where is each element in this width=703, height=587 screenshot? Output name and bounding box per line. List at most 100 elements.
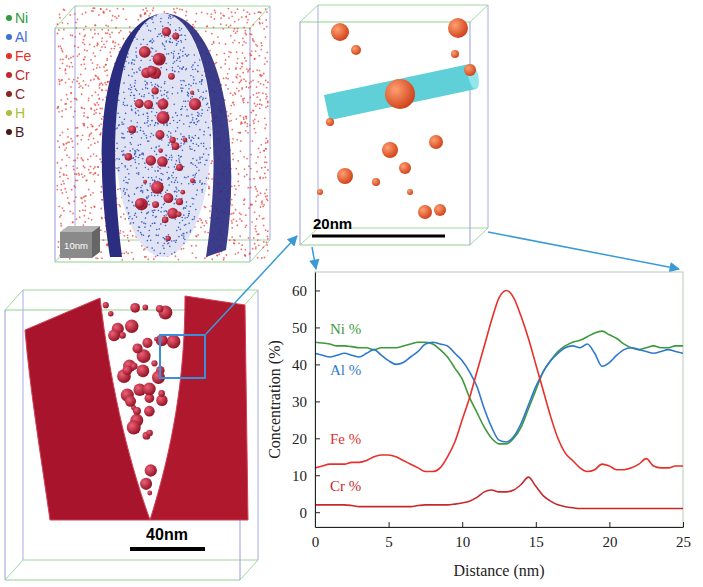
atom-dot <box>80 74 82 76</box>
atom-dot <box>181 9 183 11</box>
atom-dot <box>147 258 149 260</box>
atom-dot <box>124 235 126 237</box>
atom-dot <box>68 202 70 204</box>
atom-dot <box>64 103 66 105</box>
atom-dot <box>67 178 69 180</box>
atom-dot <box>59 14 61 16</box>
atom-dot <box>234 194 236 196</box>
atom-dot <box>242 100 244 102</box>
atom-dot <box>251 50 253 52</box>
atom-dot <box>251 221 253 223</box>
atom-dot <box>152 38 154 40</box>
atom-dot <box>149 13 151 15</box>
atom-dot <box>57 33 59 35</box>
atom-dot <box>206 13 208 15</box>
atom-dot <box>239 132 241 134</box>
atom-dot <box>257 103 259 105</box>
atom-dot <box>264 161 266 163</box>
atom-dot <box>254 228 256 230</box>
atom-dot <box>59 134 61 136</box>
atom-dot <box>115 27 117 29</box>
atom-dot <box>231 220 233 222</box>
atom-dot <box>127 253 129 255</box>
atom-dot <box>205 220 207 222</box>
atom-dot <box>230 25 232 27</box>
atom-dot <box>145 217 147 219</box>
atom-dot <box>83 115 85 117</box>
atom-dot <box>78 83 80 85</box>
atom-dot <box>194 150 196 152</box>
atom-dot <box>225 24 227 26</box>
atom-dot <box>77 157 79 159</box>
atom-dot <box>123 188 125 190</box>
atom-dot <box>264 63 266 65</box>
atom-dot <box>97 43 99 45</box>
atom-dot <box>94 142 96 144</box>
atom-dot <box>228 26 230 28</box>
atom-dot <box>101 186 103 188</box>
atom-dot <box>142 88 144 90</box>
atom-dot <box>66 154 68 156</box>
atom-dot <box>152 223 154 225</box>
atom-dot <box>232 81 234 83</box>
atom-dot <box>195 172 197 174</box>
atom-dot <box>83 125 85 127</box>
atom-dot <box>234 240 236 242</box>
atom-dot <box>141 234 143 236</box>
atom-dot <box>88 100 90 102</box>
atom-dot <box>246 174 248 176</box>
box-edge <box>250 28 251 262</box>
atom-dot <box>104 70 106 72</box>
atom-dot <box>60 189 62 191</box>
atom-dot <box>164 90 166 92</box>
atom-dot <box>227 88 229 90</box>
atom-dot <box>66 65 68 67</box>
atom-dot <box>266 61 268 63</box>
atom-dot <box>154 170 156 172</box>
atom-dot <box>229 239 231 241</box>
atom-dot <box>94 33 96 35</box>
atom-dot <box>69 14 71 16</box>
atom-dot <box>107 81 109 83</box>
atom-dot <box>267 105 269 107</box>
atom-dot <box>59 17 61 19</box>
atom-dot <box>105 64 107 66</box>
atom-dot <box>192 119 194 121</box>
atom-dot <box>252 109 254 111</box>
atom-dot <box>252 38 254 40</box>
atom-dot <box>183 143 185 145</box>
atom-dot <box>265 98 267 100</box>
atom-dot <box>104 231 106 233</box>
atom-dot <box>228 8 230 10</box>
atom-dot <box>235 93 237 95</box>
atom-dot <box>231 204 233 206</box>
atom-dot <box>240 121 242 123</box>
atom-dot <box>60 225 62 227</box>
atom-dot <box>245 130 247 132</box>
atom-dot <box>265 36 267 38</box>
atom-dot <box>253 122 255 124</box>
atom-dot <box>169 157 171 159</box>
atom-dot <box>92 192 94 194</box>
atom-dot <box>256 171 258 173</box>
atom-dot <box>60 47 62 49</box>
atom-dot <box>93 168 95 170</box>
atom-dot <box>59 83 61 85</box>
atom-dot <box>216 254 218 256</box>
atom-dot <box>84 200 86 202</box>
atom-dot <box>191 245 193 247</box>
atom-dot <box>211 178 213 180</box>
atom-dot <box>237 58 239 60</box>
atom-dot <box>199 157 201 159</box>
atom-dot <box>257 239 259 241</box>
atom-dot <box>238 173 240 175</box>
atom-dot <box>205 207 207 209</box>
atom-dot <box>114 45 116 47</box>
atom-dot <box>76 167 78 169</box>
atom-dot <box>211 160 213 162</box>
box-edge <box>250 240 270 262</box>
atom-dot <box>106 244 108 246</box>
atom-dot <box>233 104 235 106</box>
atom-dot <box>258 233 260 235</box>
atom-dot <box>225 43 227 45</box>
